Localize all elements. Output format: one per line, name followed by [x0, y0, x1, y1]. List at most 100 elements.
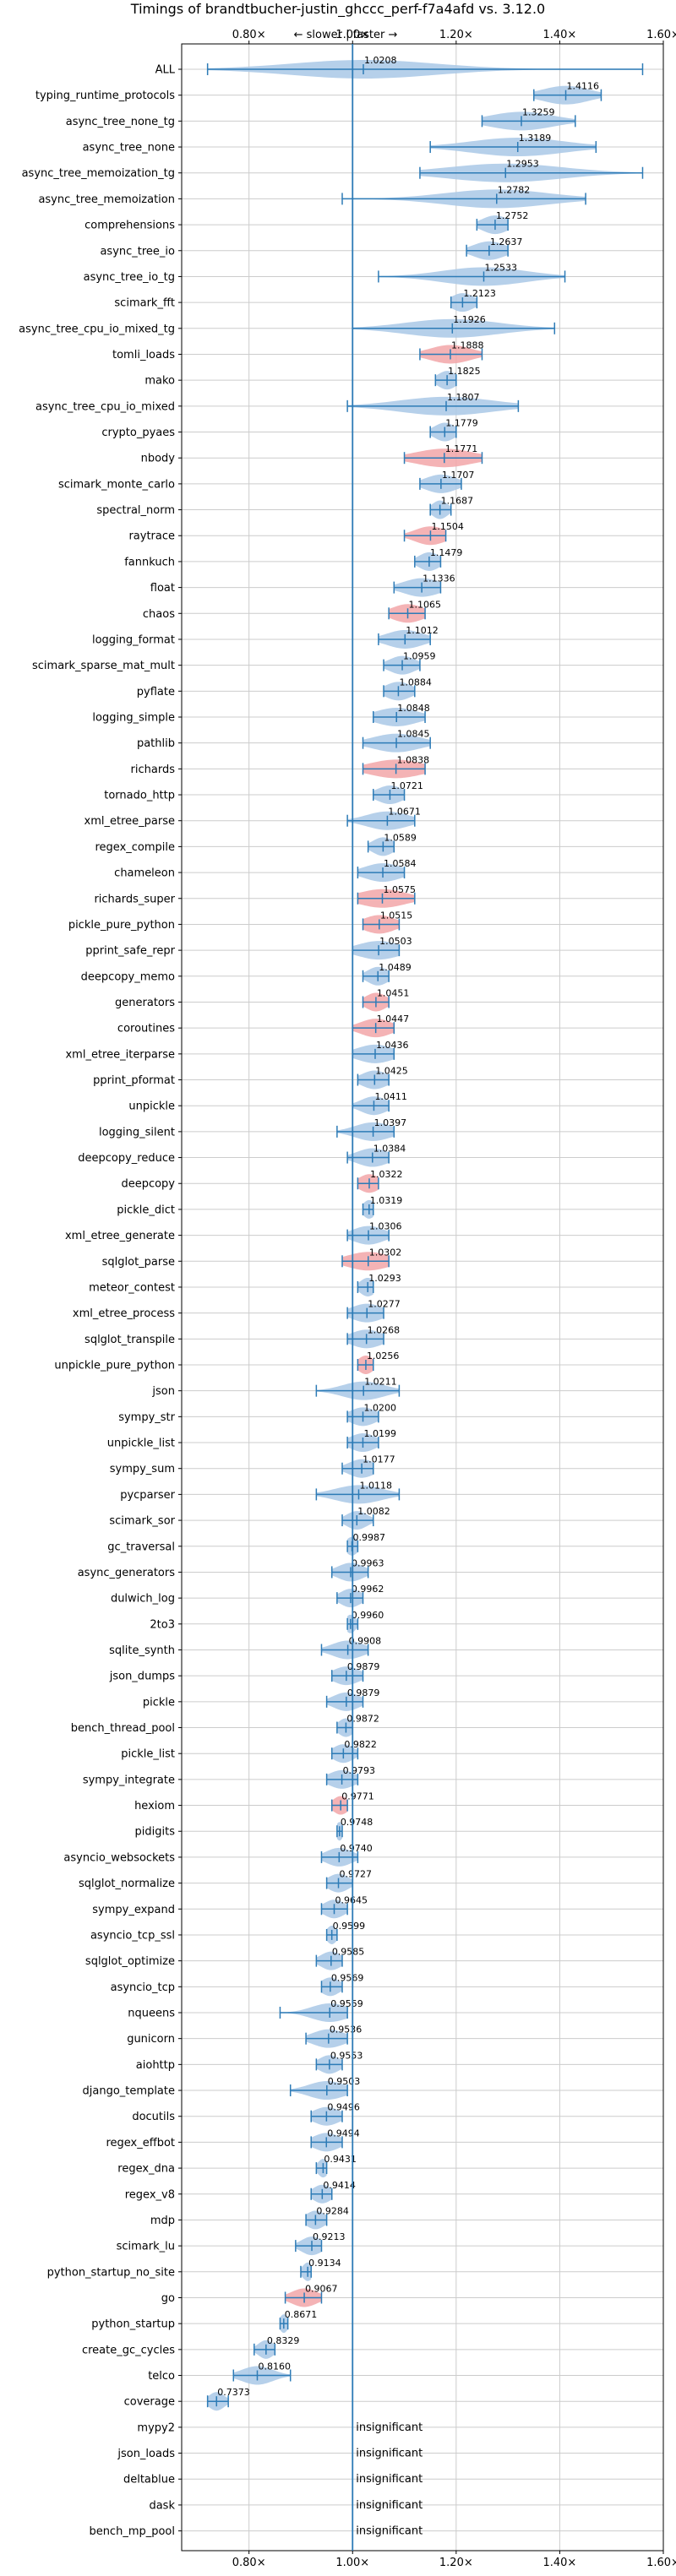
value-label: 1.0589	[384, 832, 417, 843]
benchmark-row: django_template 0.9503	[83, 2076, 360, 2100]
benchmark-label: mdp	[150, 2215, 175, 2227]
value-label: 1.1336	[422, 573, 455, 584]
benchmark-row: pprint_safe_repr 1.0503	[85, 936, 412, 960]
benchmark-row: coroutines 1.0447	[117, 1014, 410, 1038]
value-label: 1.0211	[364, 1377, 397, 1388]
grid-lines	[182, 44, 664, 2551]
benchmark-row: asyncio_tcp_ssl 0.9599	[90, 1921, 365, 1944]
value-label: 0.9431	[324, 2154, 357, 2165]
value-label: 1.0848	[397, 703, 430, 714]
value-label: 0.9771	[341, 1791, 374, 1802]
benchmark-row: async_tree_memoization_tg 1.2953	[22, 159, 644, 182]
benchmark-label: pickle_pure_python	[68, 919, 175, 932]
benchmark-row: tomli_loads 1.1888	[112, 340, 483, 364]
value-label: 0.9645	[335, 1894, 368, 1905]
value-label: 1.0515	[380, 910, 413, 921]
value-label: 1.0277	[368, 1299, 401, 1310]
value-label: 1.0397	[374, 1117, 407, 1128]
benchmark-label: dask	[149, 2499, 175, 2512]
benchmark-label: pathlib	[137, 737, 175, 750]
benchmark-label: fannkuch	[124, 556, 175, 568]
benchmark-label: regex_v8	[125, 2188, 175, 2201]
value-label: 1.1504	[431, 521, 464, 532]
value-label: 1.0177	[363, 1454, 395, 1465]
benchmark-label: meteor_contest	[89, 1281, 175, 1294]
benchmark-row: pathlib 1.0845	[137, 729, 431, 753]
benchmark-label: spectral_norm	[96, 504, 175, 517]
benchmark-row: pycparser 1.0118	[120, 1480, 401, 1504]
benchmark-row: mako 1.1825	[144, 366, 481, 390]
benchmark-label: sympy_sum	[110, 1463, 175, 1475]
benchmark-label: deepcopy	[121, 1178, 175, 1191]
benchmark-row: gunicorn 0.9536	[127, 2024, 362, 2048]
benchmark-label: logging_format	[92, 633, 175, 646]
benchmark-label: create_gc_cycles	[82, 2344, 175, 2356]
value-label: 0.9213	[313, 2231, 346, 2242]
benchmark-row: sympy_str 1.0200	[118, 1402, 396, 1427]
value-label: 0.9569	[331, 1972, 364, 1983]
benchmark-label: async_generators	[78, 1567, 176, 1579]
benchmark-label: async_tree_cpu_io_mixed	[35, 400, 175, 413]
benchmark-label: nbody	[141, 453, 176, 465]
value-label: 0.8329	[267, 2335, 300, 2346]
benchmark-row: tornado_http 1.0721	[104, 780, 423, 805]
benchmark-label: bench_thread_pool	[71, 1722, 175, 1735]
benchmark-label: json_loads	[117, 2448, 175, 2460]
value-label: 0.9134	[308, 2258, 341, 2269]
value-label: 1.0384	[373, 1144, 406, 1155]
value-label: 0.9987	[352, 1532, 385, 1543]
value-label: 0.9872	[346, 1714, 379, 1725]
benchmark-label: sqlite_synth	[109, 1644, 175, 1657]
benchmark-label: async_tree_memoization_tg	[22, 167, 175, 180]
benchmark-label: sympy_expand	[92, 1904, 175, 1916]
benchmark-label: async_tree_io	[100, 245, 175, 258]
benchmark-label: async_tree_cpu_io_mixed_tg	[19, 323, 175, 335]
benchmark-row: bench_thread_pool 0.9872	[71, 1714, 379, 1737]
value-label: 1.0845	[397, 729, 430, 740]
benchmark-row: nbody 1.1771	[141, 443, 483, 468]
benchmark-row: sympy_integrate 0.9793	[83, 1765, 375, 1789]
value-label: 1.2123	[463, 288, 496, 299]
benchmark-row: sympy_sum 1.0177	[110, 1454, 395, 1478]
benchmark-label: python_startup_no_site	[47, 2266, 175, 2279]
benchmark-row: scimark_sor 1.0082	[109, 1506, 390, 1530]
value-label: 1.0489	[379, 962, 412, 973]
benchmark-label: gc_traversal	[107, 1541, 175, 1553]
value-label: 1.0302	[369, 1247, 402, 1258]
benchmark-row: spectral_norm 1.1687	[96, 496, 473, 519]
benchmark-row: comprehensions 1.2752	[84, 210, 528, 235]
benchmark-row: sqlglot_normalize 0.9727	[79, 1869, 372, 1893]
x-tick-label-bottom-1: 1.00×	[335, 2557, 369, 2569]
value-label: 1.0082	[357, 1506, 390, 1517]
benchmark-label: asyncio_tcp	[111, 1981, 175, 1994]
benchmark-label: xml_etree_parse	[84, 815, 175, 828]
benchmark-label: scimark_lu	[117, 2241, 175, 2253]
benchmark-row: async_tree_memoization 1.2782	[38, 184, 586, 209]
benchmark-row: unpickle 1.0411	[128, 1091, 407, 1116]
benchmark-row: async_tree_none_tg 1.3259	[66, 106, 576, 131]
benchmark-row: logging_simple 1.0848	[92, 703, 430, 726]
benchmark-row: raytrace 1.1504	[128, 521, 464, 546]
benchmark-row: xml_etree_parse 1.0671	[84, 807, 421, 830]
value-label: 1.1779	[445, 418, 478, 429]
value-label: 1.0293	[368, 1273, 401, 1284]
benchmark-row: richards 1.0838	[131, 754, 430, 779]
benchmark-label: sqlglot_parse	[102, 1256, 175, 1269]
benchmark-row: dask insignificant	[149, 2499, 422, 2513]
value-label: 1.0451	[377, 987, 410, 998]
benchmark-row: bench_mp_pool insignificant	[89, 2525, 422, 2539]
benchmark-row: regex_v8 0.9414	[125, 2180, 356, 2204]
benchmark-row: logging_format 1.1012	[92, 625, 439, 649]
value-label: 1.0447	[377, 1014, 410, 1024]
value-label: 1.2953	[506, 159, 539, 170]
insignificant-label: insignificant	[356, 2525, 422, 2538]
benchmark-label: json	[151, 1385, 175, 1398]
benchmark-row: regex_dna 0.9431	[117, 2154, 357, 2178]
benchmark-label: async_tree_none_tg	[66, 116, 175, 128]
value-label: 0.9536	[330, 2024, 363, 2035]
value-label: 1.1065	[409, 599, 441, 610]
value-label: 0.8671	[285, 2309, 318, 2320]
benchmark-label: sympy_integrate	[83, 1774, 175, 1786]
benchmark-row: 2to3 0.9960	[150, 1610, 384, 1633]
value-label: 1.0838	[397, 754, 430, 765]
